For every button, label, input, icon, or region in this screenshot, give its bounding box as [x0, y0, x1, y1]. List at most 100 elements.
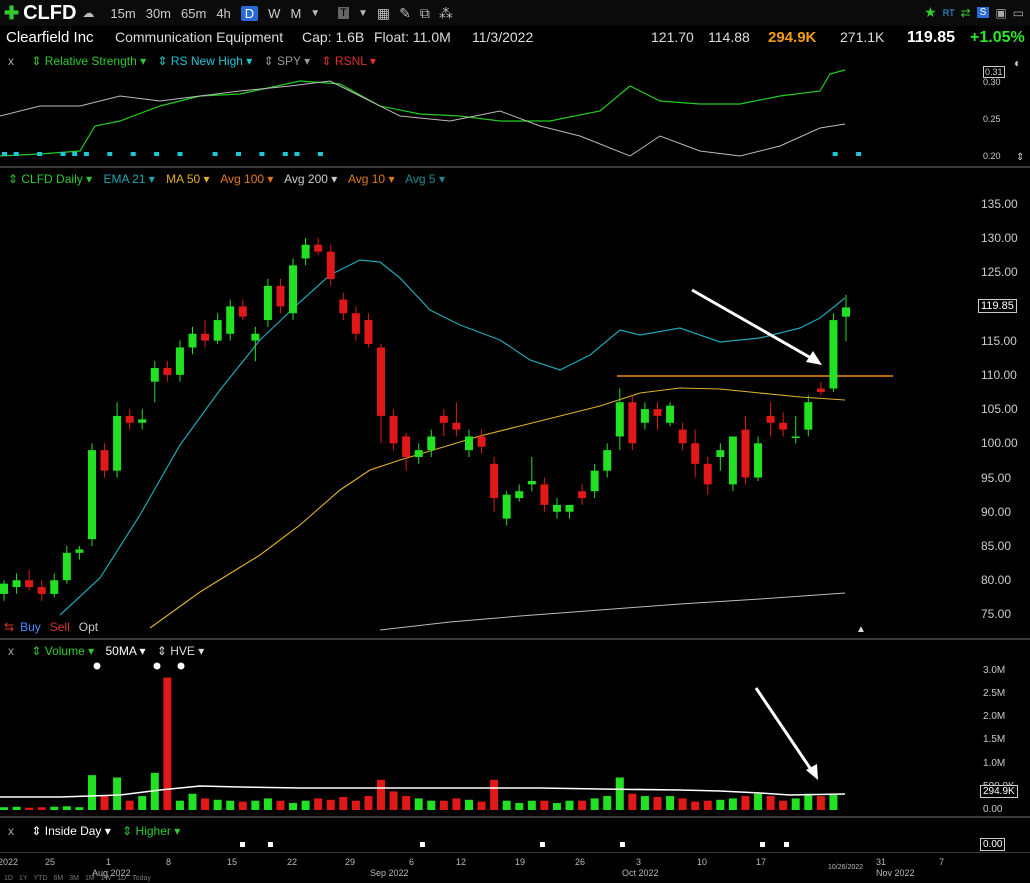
- pencil-icon[interactable]: ✎: [399, 4, 411, 21]
- volume-bar[interactable]: [703, 800, 712, 810]
- volume-bar[interactable]: [590, 798, 599, 810]
- volume-label[interactable]: ⇕ Volume ▾: [31, 644, 95, 658]
- candle-body[interactable]: [452, 422, 461, 430]
- candle-body[interactable]: [314, 244, 323, 252]
- volume-bar[interactable]: [150, 772, 159, 810]
- volume-bar[interactable]: [527, 800, 536, 810]
- volume-close-button[interactable]: x: [8, 644, 14, 658]
- inside-day-label[interactable]: ⇕ Inside Day ▾: [31, 824, 111, 838]
- volume-bar[interactable]: [201, 798, 210, 810]
- volume-bar[interactable]: [339, 796, 348, 810]
- candle-body[interactable]: [301, 244, 310, 259]
- volume-bar[interactable]: [565, 800, 574, 810]
- volume-bar[interactable]: [628, 793, 637, 810]
- candle-body[interactable]: [578, 491, 587, 499]
- candle-body[interactable]: [339, 299, 348, 314]
- range-1w[interactable]: 1W: [100, 875, 112, 882]
- candle-body[interactable]: [464, 436, 473, 451]
- candle-body[interactable]: [439, 415, 448, 423]
- candle-body[interactable]: [138, 419, 147, 423]
- candle-body[interactable]: [791, 436, 800, 438]
- volume-bar[interactable]: [113, 777, 122, 810]
- hve-label[interactable]: ⇕ HVE ▾: [156, 644, 205, 658]
- trade-icon[interactable]: ⇆: [4, 620, 15, 634]
- volume-bar[interactable]: [716, 799, 725, 810]
- candle-body[interactable]: [125, 415, 134, 423]
- ema21-label[interactable]: EMA 21 ▾: [103, 172, 155, 186]
- volume-bar[interactable]: [766, 796, 775, 810]
- volume-bar[interactable]: [226, 800, 235, 810]
- candle-body[interactable]: [691, 443, 700, 464]
- volume-bar[interactable]: [414, 798, 423, 810]
- candle-body[interactable]: [263, 285, 272, 321]
- candle-body[interactable]: [477, 436, 486, 447]
- candle-body[interactable]: [653, 409, 662, 416]
- candle-body[interactable]: [804, 402, 813, 430]
- arrow-annotation-volume[interactable]: [754, 687, 816, 775]
- volume-bar[interactable]: [37, 807, 46, 810]
- candle-body[interactable]: [640, 409, 649, 423]
- candle-body[interactable]: [113, 415, 122, 471]
- candle-body[interactable]: [842, 307, 850, 317]
- avg100-label[interactable]: Avg 100 ▾: [220, 172, 274, 186]
- candle-body[interactable]: [716, 450, 725, 457]
- candle-body[interactable]: [25, 580, 34, 588]
- volume-bar[interactable]: [502, 800, 511, 810]
- volume-bar[interactable]: [464, 799, 473, 810]
- candle-body[interactable]: [351, 313, 360, 334]
- candle-body[interactable]: [12, 580, 21, 588]
- sync-icon[interactable]: ⇄: [960, 5, 971, 20]
- candle-body[interactable]: [50, 580, 59, 594]
- tf-4h[interactable]: 4h: [216, 5, 231, 21]
- add-symbol-icon[interactable]: ✚: [4, 2, 20, 23]
- candle-body[interactable]: [565, 504, 574, 512]
- candle-body[interactable]: [402, 436, 411, 457]
- volume-bar[interactable]: [804, 793, 813, 810]
- candle-body[interactable]: [816, 388, 825, 392]
- candle-body[interactable]: [502, 494, 511, 519]
- range-ytd[interactable]: YTD: [33, 875, 48, 882]
- volume-bar[interactable]: [666, 796, 675, 810]
- volume-bar[interactable]: [653, 796, 662, 810]
- candle-body[interactable]: [414, 450, 423, 457]
- range-1m[interactable]: 1M: [84, 875, 95, 882]
- volume-bar[interactable]: [640, 796, 649, 810]
- candle-body[interactable]: [163, 368, 172, 375]
- candle-body[interactable]: [87, 450, 96, 540]
- volume-bar[interactable]: [326, 799, 335, 810]
- options-button[interactable]: Opt: [78, 620, 99, 634]
- symbol-settings-icon[interactable]: ☁: [82, 6, 95, 20]
- s-badge[interactable]: S: [976, 7, 990, 18]
- candle-body[interactable]: [62, 552, 71, 581]
- volume-bar[interactable]: [276, 800, 285, 810]
- candle-body[interactable]: [666, 405, 675, 423]
- tf-15m[interactable]: 15m: [110, 5, 136, 21]
- candle-body[interactable]: [590, 470, 599, 492]
- candle-body[interactable]: [766, 415, 775, 423]
- volume-bar[interactable]: [62, 806, 71, 810]
- volume-bar[interactable]: [25, 807, 34, 810]
- avg200-label[interactable]: Avg 200 ▾: [284, 172, 338, 186]
- volume-bar[interactable]: [364, 796, 373, 810]
- rt-badge[interactable]: RT: [942, 7, 955, 18]
- candle-body[interactable]: [741, 429, 750, 478]
- volume-bar[interactable]: [314, 798, 323, 810]
- tf-65m[interactable]: 65m: [181, 5, 207, 21]
- buy-button[interactable]: Buy: [20, 620, 41, 634]
- range-1y[interactable]: 1Y: [18, 875, 28, 882]
- candle-body[interactable]: [427, 436, 436, 451]
- candle-body[interactable]: [389, 415, 398, 444]
- volume-bar[interactable]: [490, 779, 499, 810]
- clfd-daily-label[interactable]: ⇕ CLFD Daily ▾: [8, 172, 93, 186]
- volume-bar[interactable]: [289, 803, 298, 810]
- volume-bar[interactable]: [439, 800, 448, 810]
- sell-button[interactable]: Sell: [49, 620, 70, 634]
- inside-close-button[interactable]: x: [8, 824, 14, 838]
- share-icon[interactable]: ⁂: [438, 4, 453, 21]
- candle-body[interactable]: [75, 549, 84, 553]
- volume-bar[interactable]: [12, 806, 21, 810]
- candle-body[interactable]: [779, 422, 788, 430]
- rs-collapse-icon[interactable]: ⇕: [1016, 152, 1025, 163]
- spy-label[interactable]: ⇕ SPY ▾: [263, 54, 311, 68]
- volume-bar[interactable]: [138, 796, 147, 810]
